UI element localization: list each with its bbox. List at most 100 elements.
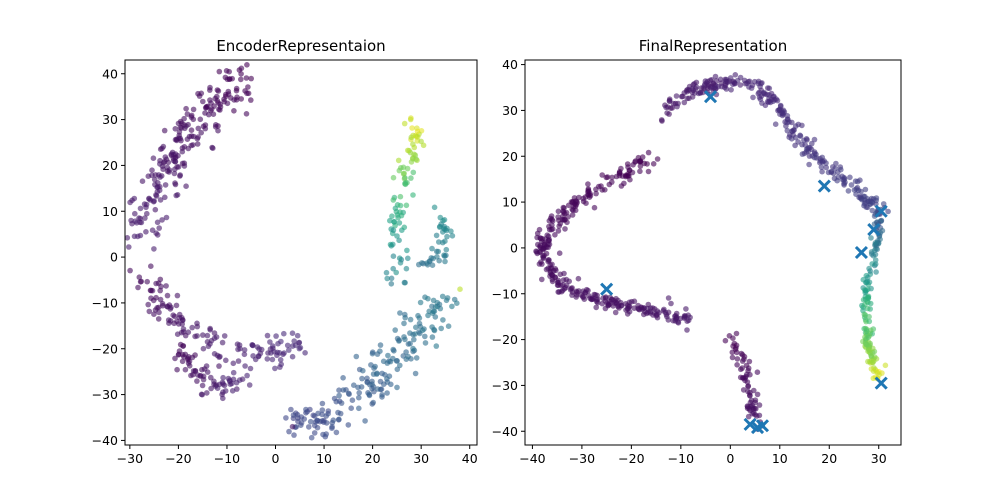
scatter-point bbox=[873, 269, 879, 275]
chart-title: FinalRepresentation bbox=[639, 37, 788, 55]
scatter-point bbox=[651, 306, 658, 312]
scatter-point bbox=[142, 215, 148, 221]
scatter-point bbox=[154, 189, 161, 195]
y-tick-label: 40 bbox=[102, 66, 118, 81]
scatter-point bbox=[653, 312, 660, 319]
scatter-point bbox=[536, 226, 543, 233]
scatter-point bbox=[409, 125, 415, 131]
scatter-point bbox=[591, 204, 598, 211]
scatter-point bbox=[177, 341, 184, 348]
scatter-point bbox=[135, 233, 141, 240]
scatter-point bbox=[396, 237, 402, 244]
scatter-point bbox=[429, 262, 436, 269]
scatter-point bbox=[277, 357, 284, 363]
scatter-point bbox=[238, 65, 245, 72]
scatter-point bbox=[214, 385, 221, 392]
scatter-point bbox=[863, 279, 869, 286]
scatter-point bbox=[394, 358, 400, 364]
scatter-point bbox=[400, 164, 407, 171]
scatter-point bbox=[172, 180, 178, 186]
scatter-point bbox=[425, 295, 431, 302]
scatter-point bbox=[851, 187, 858, 193]
scatter-point bbox=[159, 300, 166, 307]
scatter-point bbox=[414, 128, 421, 135]
scatter-point bbox=[151, 176, 158, 183]
scatter-point bbox=[410, 192, 416, 198]
scatter-point bbox=[438, 221, 445, 227]
scatter-point bbox=[311, 413, 318, 419]
scatter-point bbox=[393, 269, 400, 276]
scatter-point bbox=[174, 366, 180, 373]
scatter-point bbox=[167, 306, 174, 312]
scatter-point bbox=[811, 136, 818, 143]
scatter-point bbox=[733, 330, 740, 337]
scatter-point bbox=[278, 338, 284, 345]
scatter-point bbox=[626, 308, 633, 315]
scatter-point bbox=[868, 235, 874, 241]
scatter-point bbox=[745, 383, 752, 389]
scatter-point bbox=[345, 422, 352, 428]
scatter-point bbox=[366, 392, 373, 399]
scatter-point bbox=[221, 96, 227, 102]
scatter-point bbox=[192, 368, 199, 374]
scatter-point bbox=[127, 199, 133, 206]
scatter-point bbox=[394, 384, 400, 391]
scatter-point bbox=[248, 97, 254, 103]
scatter-point bbox=[330, 417, 337, 424]
scatter-point bbox=[787, 132, 793, 138]
scatter-point bbox=[230, 360, 237, 367]
scatter-point bbox=[307, 406, 313, 413]
scatter-point bbox=[882, 362, 889, 369]
scatter-point bbox=[245, 84, 251, 90]
scatter-point bbox=[211, 103, 217, 109]
scatter-point bbox=[151, 246, 157, 252]
x-tick-label: 30 bbox=[871, 451, 887, 466]
scatter-point bbox=[865, 334, 872, 341]
scatter-point bbox=[195, 125, 202, 132]
scatter-point bbox=[143, 204, 149, 211]
scatter-point bbox=[182, 332, 189, 339]
scatter-point bbox=[852, 178, 859, 184]
scatter-point bbox=[741, 353, 748, 360]
scatter-point bbox=[731, 340, 738, 347]
scatter-point bbox=[729, 354, 736, 361]
y-tick-label: −20 bbox=[492, 332, 518, 347]
scatter-point bbox=[156, 309, 162, 316]
scatter-point bbox=[211, 378, 217, 385]
scatter-point bbox=[533, 248, 539, 254]
scatter-point bbox=[135, 284, 141, 291]
scatter-point bbox=[552, 232, 558, 238]
scatter-point bbox=[186, 363, 193, 369]
y-tick-label: 30 bbox=[502, 103, 518, 118]
scatter-point bbox=[841, 177, 847, 183]
scatter-point bbox=[750, 94, 756, 101]
scatter-point bbox=[389, 213, 395, 219]
scatter-point bbox=[433, 232, 440, 239]
scatter-point bbox=[235, 358, 242, 364]
scatter-point bbox=[583, 200, 589, 206]
scatter-point bbox=[856, 194, 862, 201]
scatter-point bbox=[861, 311, 868, 318]
scatter-point bbox=[616, 168, 623, 175]
scatter-point bbox=[397, 202, 404, 209]
scatter-point bbox=[866, 318, 873, 325]
scatter-point bbox=[388, 243, 395, 249]
scatter-point bbox=[624, 173, 630, 179]
scatter-point bbox=[194, 378, 200, 384]
scatter-point bbox=[746, 84, 752, 90]
scatter-point bbox=[216, 354, 222, 360]
scatter-point bbox=[335, 409, 341, 416]
scatter-point bbox=[874, 370, 881, 376]
scatter-point bbox=[164, 292, 171, 299]
scatter-point bbox=[127, 267, 133, 274]
y-tick-label: 0 bbox=[110, 250, 118, 265]
scatter-point bbox=[593, 190, 599, 197]
scatter-point bbox=[545, 258, 551, 265]
scatter-point bbox=[728, 87, 734, 93]
scatter-point bbox=[242, 363, 248, 369]
scatter-point bbox=[183, 183, 189, 189]
scatter-point bbox=[745, 78, 752, 85]
scatter-point bbox=[863, 204, 870, 210]
subplot-right: FinalRepresentation −40 −30 −20 −10 0 10 20 30 40… bbox=[492, 37, 902, 466]
